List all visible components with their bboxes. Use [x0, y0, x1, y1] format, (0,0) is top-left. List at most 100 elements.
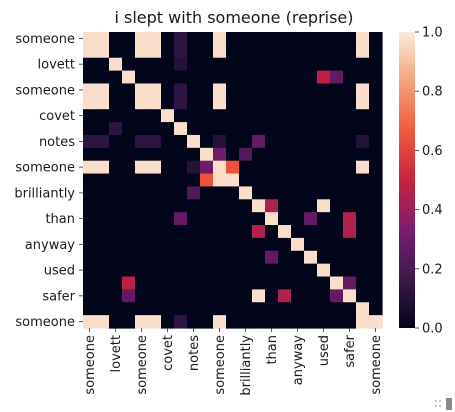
heatmap-cell [356, 173, 370, 188]
heatmap-cell [135, 302, 149, 316]
heatmap-cell [174, 250, 188, 265]
heatmap-cell [135, 83, 149, 97]
heatmap-cell [239, 263, 253, 278]
colorbar-tick-label: 0.0 [422, 322, 443, 337]
heatmap-cell [187, 57, 201, 72]
heatmap-cell [304, 237, 318, 252]
heatmap-cell [83, 32, 97, 46]
heatmap-cell [200, 134, 214, 149]
y-tick-label: someone [15, 83, 75, 98]
heatmap-cell [83, 263, 97, 278]
heatmap-cell [278, 32, 292, 46]
y-tick-label: someone [15, 315, 75, 330]
heatmap-cell [317, 109, 331, 123]
heatmap-cell [369, 250, 383, 265]
heatmap-cell [161, 32, 175, 46]
heatmap-cell [278, 147, 292, 162]
heatmap-cell [83, 147, 97, 162]
heatmap-cell [96, 225, 110, 239]
heatmap-cell [369, 315, 383, 329]
heatmap-cell [161, 263, 175, 278]
heatmap-cell [109, 173, 123, 188]
heatmap-cell [278, 173, 292, 188]
heatmap-cell [135, 173, 149, 188]
heatmap-cell [161, 212, 175, 226]
heatmap-cell [109, 32, 123, 46]
heatmap-cell [174, 70, 188, 85]
heatmap-cell [304, 160, 318, 175]
x-tick-label: someone [369, 335, 384, 395]
heatmap-cell [343, 263, 357, 278]
heatmap-cell [200, 276, 214, 290]
heatmap-cell [265, 199, 279, 213]
heatmap-cell [291, 160, 305, 175]
heatmap-cell [304, 263, 318, 278]
heatmap-cell [187, 315, 201, 329]
heatmap-cell [161, 160, 175, 175]
heatmap-cell [213, 70, 227, 85]
heatmap-cell [265, 122, 279, 136]
heatmap-cell [291, 289, 305, 303]
heatmap-cell [343, 302, 357, 316]
heatmap-cell [200, 173, 214, 188]
heatmap-cell [330, 134, 344, 149]
heatmap-cell [187, 225, 201, 239]
heatmap-cell [356, 212, 370, 226]
heatmap-cell [213, 32, 227, 46]
heatmap-cell [174, 160, 188, 175]
colorbar-tick-label: 0.6 [422, 144, 443, 159]
heatmap-cell [200, 160, 214, 175]
heatmap-cell [330, 83, 344, 97]
heatmap-cell [96, 199, 110, 213]
heatmap-cell [161, 147, 175, 162]
heatmap-cell [122, 315, 136, 329]
heatmap-cell [226, 109, 240, 123]
heatmap-cell [109, 160, 123, 175]
heatmap-cell [265, 212, 279, 226]
heatmap-cell [343, 315, 357, 329]
heatmap-cell [200, 225, 214, 239]
heatmap-cell [174, 32, 188, 46]
heatmap-cell [291, 57, 305, 72]
heatmap-cell [122, 276, 136, 290]
heatmap-cell [213, 134, 227, 149]
heatmap-cell [200, 302, 214, 316]
heatmap-cell [122, 160, 136, 175]
heatmap-cell [187, 276, 201, 290]
x-tick-label: notes [187, 335, 202, 371]
heatmap-cell [343, 199, 357, 213]
y-tick-label: brilliantly [14, 186, 75, 201]
heatmap-cell [135, 263, 149, 278]
heatmap-cell [226, 289, 240, 303]
heatmap-cell [83, 186, 97, 200]
heatmap-cell [161, 57, 175, 72]
heatmap-cell [109, 186, 123, 200]
heatmap-cell [291, 122, 305, 136]
heatmap-cell [278, 315, 292, 329]
heatmap-cell [304, 109, 318, 123]
heatmap-cell [278, 160, 292, 175]
x-tick-label: lovett [109, 335, 124, 372]
heatmap-cell [369, 263, 383, 278]
heatmap-cell [213, 212, 227, 226]
heatmap-cell [330, 44, 344, 59]
heatmap-cell [317, 147, 331, 162]
heatmap-cell [213, 147, 227, 162]
heatmap-cell [148, 134, 162, 149]
heatmap-cell [291, 96, 305, 110]
heatmap-cell [369, 83, 383, 97]
heatmap-cell [369, 122, 383, 136]
heatmap-cell [278, 250, 292, 265]
heatmap-cell [239, 302, 253, 316]
heatmap-cell [291, 147, 305, 162]
heatmap-cell [291, 44, 305, 59]
heatmap-cell [200, 237, 214, 252]
heatmap-cell [291, 32, 305, 46]
heatmap-cell [174, 83, 188, 97]
heatmap-cell [239, 109, 253, 123]
heatmap-cell [369, 225, 383, 239]
heatmap-cell [252, 57, 266, 72]
y-axis-ticks: someone lovett someone covet notes someone bri… [14, 32, 83, 330]
heatmap-cell [187, 289, 201, 303]
heatmap-cell [252, 109, 266, 123]
